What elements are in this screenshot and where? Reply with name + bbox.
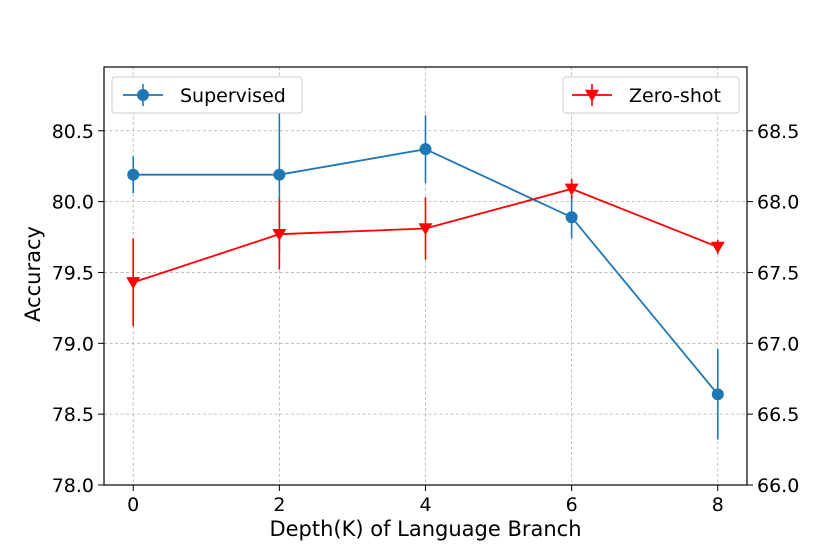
x-tick-label: 0 [127,494,139,516]
point-supervised [273,168,286,181]
x-tick-label: 8 [712,494,724,516]
x-tick-label: 4 [419,494,431,516]
y-left-tick-label: 78.0 [52,475,94,497]
point-zero-shot [272,228,287,241]
legend-box [111,76,303,114]
y-right-tick-label: 67.5 [757,262,799,284]
legend-marker-zero-shot [585,89,599,102]
legend-supervised: Supervised [111,76,303,114]
legend-box [562,76,740,114]
point-supervised [711,388,724,401]
legend-marker-supervised [137,89,149,101]
point-supervised [419,143,432,156]
point-zero-shot [126,277,141,290]
series-zero-shot [126,178,725,327]
x-tick-label: 2 [273,494,285,516]
y-right-tick-label: 66.5 [757,404,799,426]
y-left-tick-label: 78.5 [52,404,94,426]
y-right-tick-label: 66.0 [757,475,799,497]
y-right-tick-label: 67.0 [757,333,799,355]
y-left-tick-label: 80.0 [52,192,94,214]
point-supervised [565,211,578,224]
y-left-tick-label: 80.5 [52,121,94,143]
ticks: 0 2 4 6 8 78.0 78.5 79.0 79.5 80.0 80.5 66.0 66.5 67.… [52,121,800,516]
legend-label-zero-shot: Zero-shot [629,85,721,107]
y-right-tick-label: 68.5 [757,121,799,143]
point-zero-shot [710,241,725,254]
x-axis-title: Depth(K) of Language Branch [269,517,581,541]
y-left-tick-label: 79.5 [52,262,94,284]
y-left-tick-label: 79.0 [52,333,94,355]
y-right-tick-label: 68.0 [757,192,799,214]
x-tick-label: 6 [566,494,578,516]
point-supervised [127,168,140,181]
point-zero-shot [418,223,433,236]
legend-zero-shot: Zero-shot [562,76,740,114]
series-layer [126,96,725,440]
y-axis-title: Accuracy [21,226,45,322]
point-zero-shot [564,183,579,196]
legend-label-supervised: Supervised [180,85,286,107]
